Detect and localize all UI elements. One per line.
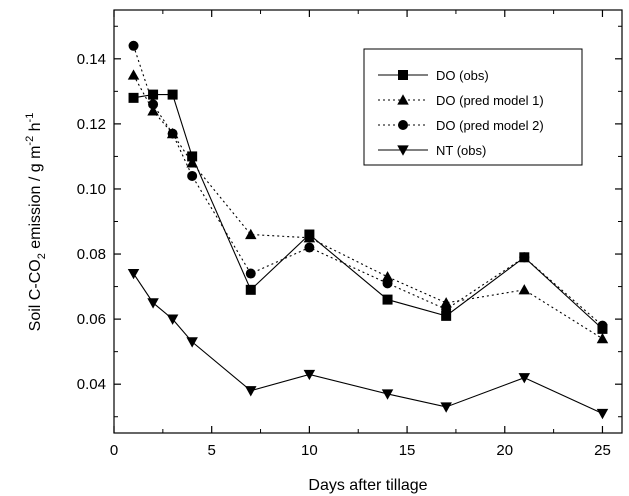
data-point-circle [304, 242, 315, 253]
y-tick-label: 0.12 [77, 116, 106, 133]
data-point-circle [245, 268, 256, 279]
data-point-triangle-down [166, 314, 179, 325]
y-tick-label: 0.14 [77, 51, 106, 68]
y-axis-title: Soil C-CO2 emission / g m-2 h-1 [24, 113, 48, 332]
data-point-square [245, 284, 256, 295]
y-axis-title-part: h [27, 122, 44, 135]
data-point-triangle-down [518, 373, 531, 384]
data-point-triangle-up [518, 284, 531, 295]
data-point-square [148, 89, 159, 100]
data-point-circle [167, 128, 178, 139]
data-point-triangle-up [381, 271, 394, 282]
legend-label: DO (obs) [436, 68, 489, 83]
legend-item: DO (pred model 2) [378, 118, 544, 133]
y-axis-title-part: Soil C-CO [27, 259, 44, 331]
legend-item: DO (pred model 1) [378, 93, 544, 108]
data-point-square [128, 92, 139, 103]
data-point-triangle-up [303, 232, 316, 243]
y-axis-title-sup: -1 [24, 113, 36, 123]
data-point-square [398, 70, 408, 80]
data-point-circle [187, 170, 198, 181]
data-point-triangle-up [127, 69, 140, 80]
data-point-square [187, 151, 198, 162]
data-point-circle [148, 99, 159, 110]
x-tick-label: 10 [301, 442, 318, 459]
data-point-triangle-up [596, 332, 609, 344]
series-4 [127, 268, 609, 420]
y-tick-label: 0.08 [77, 246, 106, 263]
y-axis: 0.04 0.06 0.08 0.10 0.12 0.14 [77, 25, 622, 418]
y-tick-label: 0.10 [77, 181, 106, 198]
data-point-triangle-up [440, 297, 452, 308]
legend-item: NT (obs) [378, 143, 486, 158]
series-line [133, 273, 603, 414]
series-line [133, 94, 603, 330]
data-point-triangle-down [147, 298, 159, 309]
x-tick-label: 20 [496, 442, 513, 459]
data-point-square [382, 294, 393, 305]
legend-item: DO (obs) [378, 68, 489, 83]
data-point-circle [128, 40, 139, 51]
data-point-triangle-down [186, 337, 198, 348]
data-point-triangle-down [397, 145, 409, 156]
data-point-square [167, 89, 178, 100]
data-point-triangle-down [381, 389, 394, 400]
data-point-circle [382, 278, 393, 289]
series-layer [127, 40, 609, 420]
data-point-triangle-up [147, 105, 159, 116]
x-axis-title: Days after tillage [308, 477, 427, 494]
data-point-triangle-down [245, 386, 257, 397]
y-axis-title-sub: 2 [36, 253, 48, 259]
series-2 [127, 69, 609, 344]
y-axis-title-part: emission / g m [27, 146, 44, 254]
y-axis-title-sup: -2 [24, 136, 36, 146]
legend-label: DO (pred model 1) [436, 93, 544, 108]
x-tick-label: 25 [594, 442, 611, 459]
data-point-triangle-down [440, 402, 452, 413]
x-tick-label: 0 [110, 442, 118, 459]
x-tick-label: 15 [399, 442, 416, 459]
data-point-circle [519, 252, 530, 263]
y-tick-label: 0.06 [77, 311, 106, 328]
legend: DO (obs) DO (pred model 1) DO (pred model … [363, 48, 583, 166]
data-point-square [441, 310, 452, 321]
data-point-circle [441, 304, 452, 315]
series-line [133, 74, 603, 340]
x-tick-label: 5 [208, 442, 216, 459]
legend-label: NT (obs) [436, 143, 486, 158]
y-tick-label: 0.04 [77, 376, 106, 393]
data-point-triangle-down [596, 408, 609, 420]
data-point-triangle-up [397, 94, 409, 105]
x-axis: 0 5 10 15 20 25 [110, 10, 611, 459]
data-point-triangle-down [303, 369, 316, 381]
legend-label: DO (pred model 2) [436, 118, 544, 133]
data-point-triangle-up [245, 228, 257, 240]
data-point-circle [398, 120, 408, 130]
data-point-triangle-up [186, 157, 198, 168]
data-point-triangle-down [127, 268, 140, 280]
series-3 [128, 40, 608, 331]
data-point-circle [597, 320, 608, 331]
